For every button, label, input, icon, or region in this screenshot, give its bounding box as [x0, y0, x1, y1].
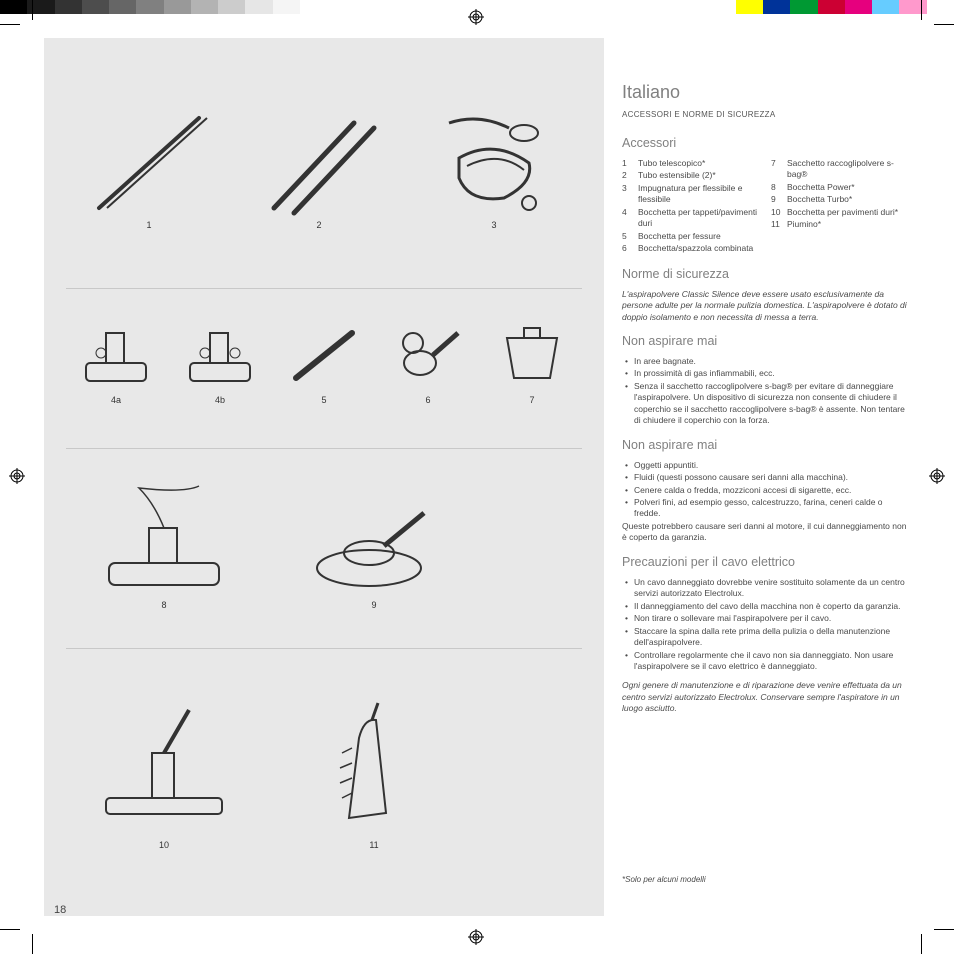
accessory-item: 10Bocchetta per pavimenti duri*: [771, 207, 910, 218]
heading-accessori: Accessori: [622, 135, 910, 152]
crop-mark: [0, 929, 20, 930]
illustration-label: 2: [259, 220, 379, 230]
heading-nonaspirare-1: Non aspirare mai: [622, 333, 910, 350]
heading-precauzioni: Precauzioni per il cavo elettrico: [622, 554, 910, 571]
crop-mark: [934, 929, 954, 930]
manutenzione-text: Ogni genere di manutenzione e di riparaz…: [622, 680, 910, 714]
accessory-item: 5Bocchetta per fessure: [622, 231, 761, 242]
crop-mark: [921, 934, 922, 954]
registration-mark-left: [9, 468, 25, 484]
illustration-panel: 1 2 3 4a 4b 5: [44, 38, 604, 916]
precauzioni-list: Un cavo danneggiato dovrebbe venire sost…: [622, 577, 910, 673]
illustration-label: 10: [94, 840, 234, 850]
accessory-item: 11Piumino*: [771, 219, 910, 230]
nonaspirare-list-1: In aree bagnate.In prossimità di gas inf…: [622, 356, 910, 427]
accessories-list-right: 7Sacchetto raccoglipolvere s-bag®8Bocche…: [771, 158, 910, 231]
nonaspirare-list-2: Oggetti appuntiti.Fluidi (questi possono…: [622, 460, 910, 520]
crop-mark: [0, 24, 20, 25]
separator: [66, 288, 582, 289]
illustration-label: 8: [94, 600, 234, 610]
illustration-4a: 4a: [76, 313, 156, 405]
accessory-item: 4Bocchetta per tappeti/pavimenti duri: [622, 207, 761, 230]
illustration-label: 1: [89, 220, 209, 230]
registration-mark-right: [929, 468, 945, 484]
illustration-5: 5: [284, 313, 364, 405]
page-number: 18: [54, 904, 66, 916]
list-item: Fluidi (questi possono causare seri dann…: [622, 472, 910, 483]
section-subheading: ACCESSORI E NORME DI SICUREZZA: [622, 110, 910, 121]
illustration-7: 7: [492, 313, 572, 405]
text-column: Italiano ACCESSORI E NORME DI SICUREZZA …: [604, 38, 910, 916]
list-item: Staccare la spina dalla rete prima della…: [622, 626, 910, 649]
illustration-11: 11: [304, 698, 444, 850]
illustration-label: 4b: [180, 395, 260, 405]
illustration-label: 4a: [76, 395, 156, 405]
list-item: Oggetti appuntiti.: [622, 460, 910, 471]
illustration-8: 8: [94, 478, 234, 610]
heading-nonaspirare-2: Non aspirare mai: [622, 437, 910, 454]
accessories-list-left: 1Tubo telescopico*2Tubo estensibile (2)*…: [622, 158, 761, 255]
illustration-4b: 4b: [180, 313, 260, 405]
accessory-item: 6Bocchetta/spazzola combinata: [622, 243, 761, 254]
crop-mark: [32, 934, 33, 954]
illustration-label: 5: [284, 395, 364, 405]
registration-mark-bottom: [468, 929, 484, 945]
accessory-item: 9Bocchetta Turbo*: [771, 194, 910, 205]
heading-norme: Norme di sicurezza: [622, 266, 910, 283]
crop-mark: [921, 0, 922, 20]
list-item: Polveri fini, ad esempio gesso, calcestr…: [622, 497, 910, 520]
crop-mark: [32, 0, 33, 20]
illustration-label: 11: [304, 840, 444, 850]
illustration-label: 9: [304, 600, 444, 610]
footnote: *Solo per alcuni modelli: [622, 875, 910, 886]
illustration-label: 3: [429, 220, 559, 230]
list-item: In prossimità di gas infiammabili, ecc.: [622, 368, 910, 379]
illustration-9: 9: [304, 478, 444, 610]
illustration-label: 7: [492, 395, 572, 405]
list-item: Il danneggiamento del cavo della macchin…: [622, 601, 910, 612]
list-item: Senza il sacchetto raccoglipolvere s-bag…: [622, 381, 910, 427]
illustration-6: 6: [388, 313, 468, 405]
illustration-10: 10: [94, 698, 234, 850]
accessory-item: 7Sacchetto raccoglipolvere s-bag®: [771, 158, 910, 181]
norme-text: L'aspirapolvere Classic Silence deve ess…: [622, 289, 910, 323]
language-title: Italiano: [622, 80, 910, 104]
accessory-item: 3Impugnatura per flessibile e flessibile: [622, 183, 761, 206]
list-item: Cenere calda o fredda, mozziconi accesi …: [622, 485, 910, 496]
illustration-3: 3: [429, 108, 559, 230]
accessory-item: 2Tubo estensibile (2)*: [622, 170, 761, 181]
list-item: Controllare regolarmente che il cavo non…: [622, 650, 910, 673]
registration-mark-top: [468, 9, 484, 25]
illustration-label: 6: [388, 395, 468, 405]
manual-page: 1 2 3 4a 4b 5: [44, 38, 910, 916]
separator: [66, 648, 582, 649]
nonaspirare-tail: Queste potrebbero causare seri danni al …: [622, 521, 910, 544]
crop-mark: [934, 24, 954, 25]
accessory-item: 1Tubo telescopico*: [622, 158, 761, 169]
illustration-2: 2: [259, 108, 379, 230]
accessory-item: 8Bocchetta Power*: [771, 182, 910, 193]
list-item: Non tirare o sollevare mai l'aspirapolve…: [622, 613, 910, 624]
list-item: In aree bagnate.: [622, 356, 910, 367]
list-item: Un cavo danneggiato dovrebbe venire sost…: [622, 577, 910, 600]
separator: [66, 448, 582, 449]
illustration-1: 1: [89, 108, 209, 230]
